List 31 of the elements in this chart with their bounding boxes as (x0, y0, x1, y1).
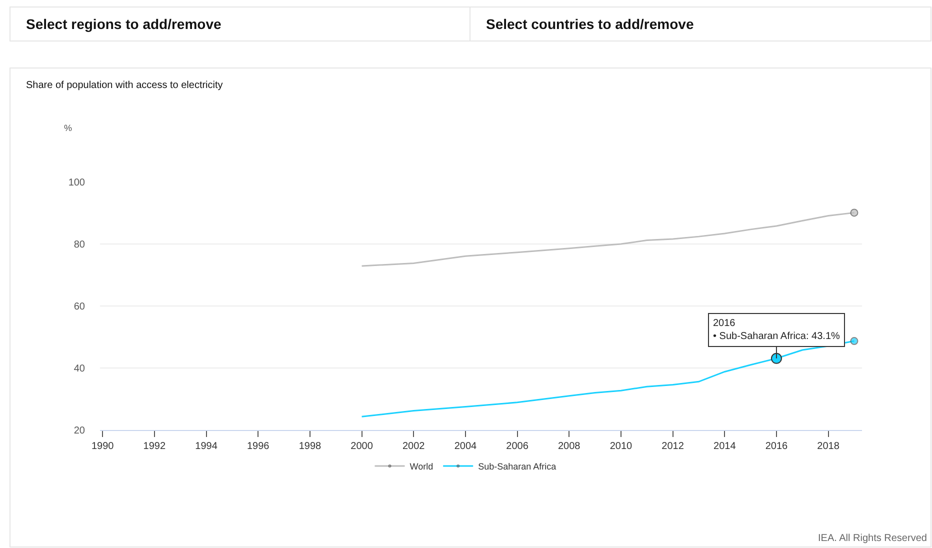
x-tick-label: 2006 (506, 441, 529, 452)
y-axis-title: % (64, 123, 72, 133)
x-tick-label: 2008 (558, 441, 581, 452)
chart-title: Share of population with access to electricity (26, 80, 223, 91)
point (850, 208, 858, 217)
x-tick-label: 1994 (195, 441, 218, 452)
y-tick-label: 80 (74, 240, 86, 250)
y-tick-label: 40 (74, 364, 86, 374)
x-tick-label: 2010 (610, 441, 633, 452)
x-tick-label: 2016 (765, 441, 788, 452)
point (850, 337, 858, 346)
x-tick-label: 1992 (143, 441, 166, 452)
y-tick-label: 20 (74, 426, 86, 436)
x-tick-label: 2002 (402, 441, 426, 452)
x-tick-label: 1990 (91, 441, 114, 452)
text: IEA. All Rights Reserved (818, 533, 927, 544)
text: Select countries to add/remove (486, 16, 694, 32)
text: Select regions to add/remove (26, 16, 222, 32)
legend-label: Sub-Saharan Africa (478, 462, 556, 472)
x-tick-label: 2018 (817, 441, 840, 452)
x-tick-label: 1998 (298, 441, 322, 452)
y-tick-label: 100 (68, 178, 86, 188)
point (770, 352, 782, 364)
x-tick-label: 2014 (714, 441, 736, 452)
legend-label: World (410, 462, 434, 472)
annotation: 2016 • Sub-Saharan Africa: 43.1% (713, 318, 840, 342)
x-tick-label: 1996 (246, 441, 270, 452)
x-tick-label: 2004 (454, 441, 478, 452)
x-tick-label: 2012 (662, 441, 684, 452)
y-tick-label: 60 (74, 302, 86, 312)
x-tick-label: 2000 (350, 441, 374, 452)
